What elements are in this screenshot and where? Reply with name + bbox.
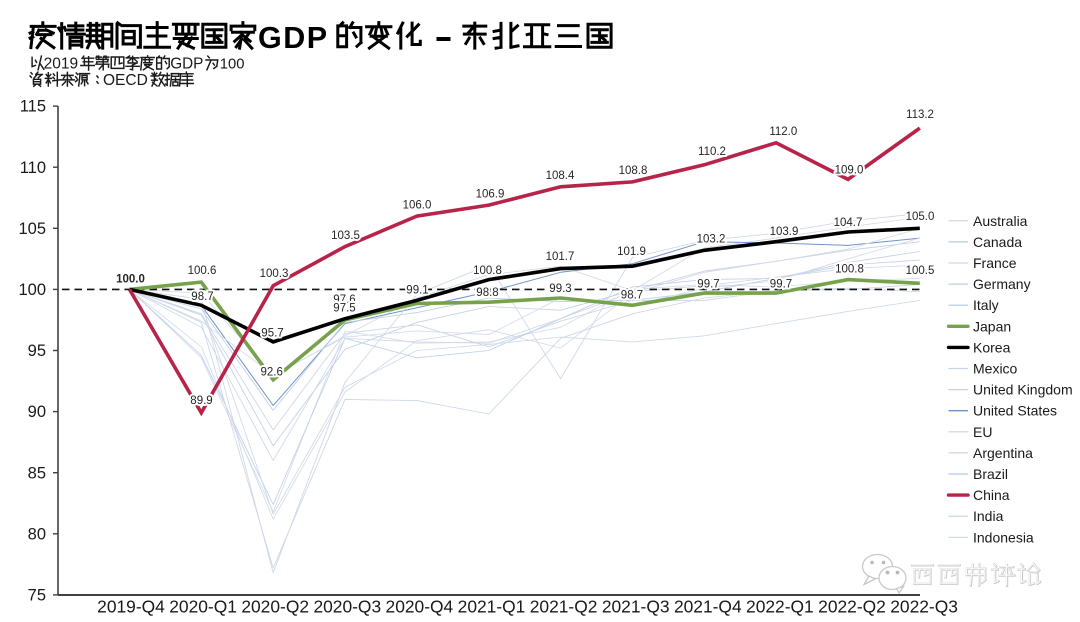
svg-text:85: 85 [28,464,46,482]
svg-text:Canada: Canada [973,234,1022,250]
svg-text:100.0: 100.0 [116,274,145,286]
svg-text:106.9: 106.9 [476,189,505,201]
svg-text:Japan: Japan [973,318,1011,334]
svg-text:2021-Q4: 2021-Q4 [674,597,742,617]
svg-text:2020-Q2: 2020-Q2 [241,597,309,617]
svg-text:Germany: Germany [973,276,1031,292]
svg-text:109.0: 109.0 [835,165,864,177]
svg-text:89.9: 89.9 [190,395,212,407]
svg-text:105: 105 [18,220,46,238]
svg-text:EU: EU [973,424,992,440]
svg-text:France: France [973,255,1017,271]
svg-text:106.0: 106.0 [403,199,432,211]
svg-text:100.6: 100.6 [188,265,217,277]
svg-text:Indonesia: Indonesia [973,529,1034,545]
svg-text:Mexico: Mexico [973,361,1018,377]
svg-text:105.0: 105.0 [906,211,935,223]
svg-text:100.8: 100.8 [835,264,864,276]
svg-text:112.0: 112.0 [769,126,797,138]
svg-text:110.2: 110.2 [698,146,726,158]
svg-text:103.2: 103.2 [697,234,726,246]
svg-text:80: 80 [28,525,46,543]
svg-text:115: 115 [20,98,46,116]
svg-text:108.8: 108.8 [619,165,648,177]
svg-text:Argentina: Argentina [973,445,1033,461]
svg-text:99.7: 99.7 [697,278,719,290]
svg-text:2019: 2019 [44,56,78,73]
svg-text:104.7: 104.7 [834,217,863,229]
svg-text:United States: United States [973,403,1057,419]
svg-text:98.7: 98.7 [621,290,643,302]
svg-text:100: 100 [220,57,245,73]
svg-text:2020-Q4: 2020-Q4 [386,597,454,617]
svg-text:2021-Q1: 2021-Q1 [458,597,526,617]
svg-text:95: 95 [28,342,46,360]
svg-text:110: 110 [20,159,46,177]
svg-text:95.7: 95.7 [261,327,283,339]
svg-text:2020-Q1: 2020-Q1 [169,597,237,617]
svg-text:103.5: 103.5 [331,230,360,242]
svg-text:GDP: GDP [258,21,329,55]
svg-text:United Kingdom: United Kingdom [973,382,1073,398]
svg-text:99.3: 99.3 [549,283,571,295]
svg-text:90: 90 [28,403,46,421]
svg-text:100.3: 100.3 [260,268,289,280]
svg-text:100.8: 100.8 [473,265,502,277]
svg-text:103.9: 103.9 [770,226,799,238]
svg-text:2019-Q4: 2019-Q4 [97,597,165,617]
svg-text:75: 75 [28,587,46,605]
svg-text:98.8: 98.8 [476,287,498,299]
svg-text:OECD: OECD [103,72,148,89]
svg-text:98.7: 98.7 [191,291,213,303]
svg-text:India: India [973,508,1004,524]
svg-text:2021-Q2: 2021-Q2 [530,597,598,617]
svg-text:100: 100 [18,281,46,299]
svg-text:China: China [973,487,1010,503]
svg-text:100.5: 100.5 [906,265,935,277]
svg-text:2021-Q3: 2021-Q3 [602,597,670,617]
svg-text:108.4: 108.4 [546,170,575,182]
svg-text:99.1: 99.1 [406,285,428,297]
svg-text:2020-Q3: 2020-Q3 [313,597,381,617]
svg-text:Korea: Korea [973,339,1011,355]
svg-text:Italy: Italy [973,297,999,313]
svg-text:2022-Q3: 2022-Q3 [890,597,958,617]
svg-text:101.7: 101.7 [546,251,575,263]
svg-text:2022-Q2: 2022-Q2 [818,597,886,617]
svg-text:GDP: GDP [170,56,203,73]
svg-text:2022-Q1: 2022-Q1 [746,597,814,617]
svg-text:97.5: 97.5 [333,303,355,315]
svg-text:Brazil: Brazil [973,466,1008,482]
svg-text:Australia: Australia [973,213,1028,229]
svg-text:92.6: 92.6 [261,366,283,378]
svg-text:99.7: 99.7 [770,278,792,290]
svg-text:113.2: 113.2 [906,109,934,121]
svg-text:97.6: 97.6 [333,294,355,306]
svg-text:101.9: 101.9 [617,246,646,258]
